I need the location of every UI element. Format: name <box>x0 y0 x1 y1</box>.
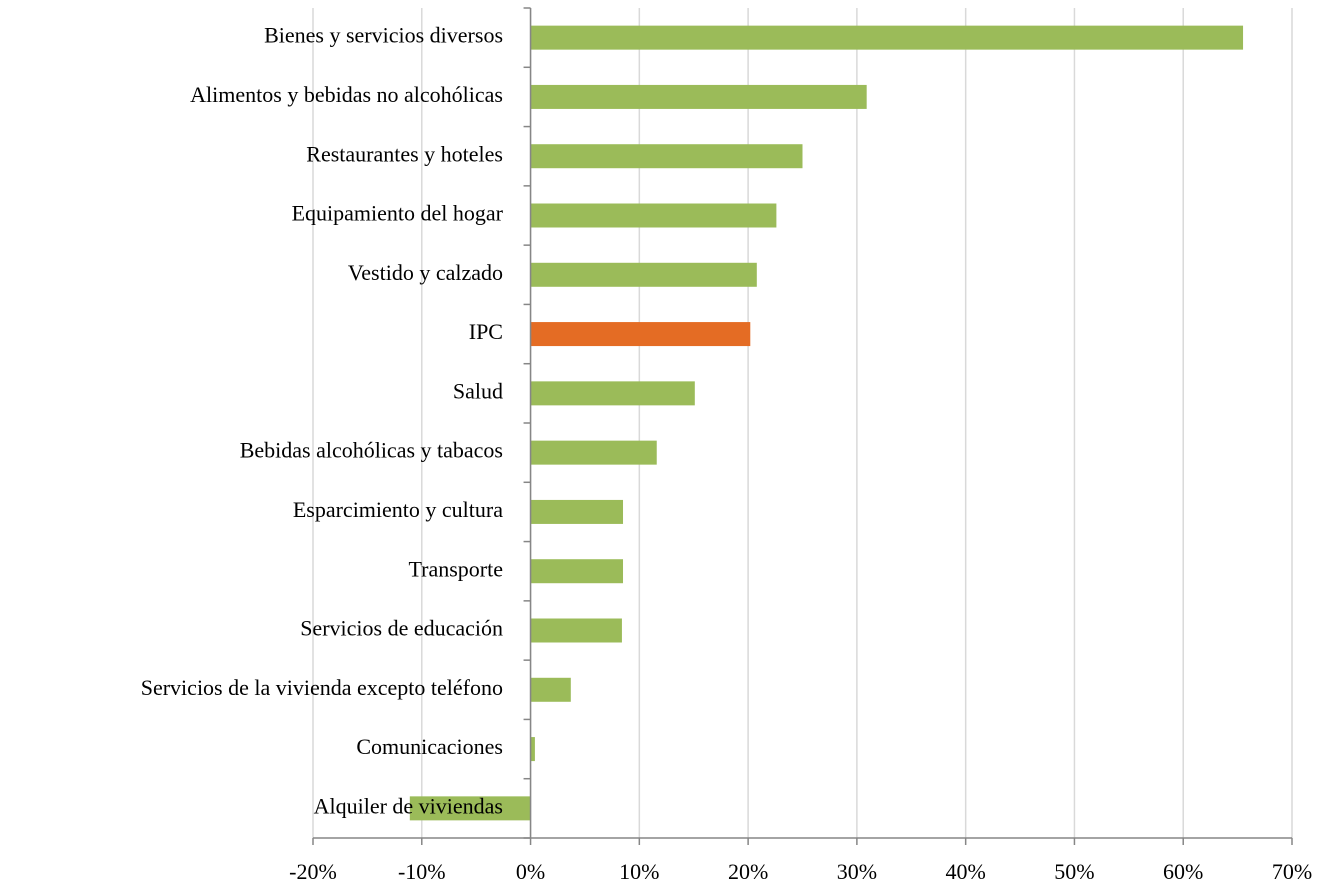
y-tick-label: Vestido y calzado <box>348 260 503 285</box>
x-tick-label: 70% <box>1272 859 1312 884</box>
y-tick-label: Alimentos y bebidas no alcohólicas <box>190 82 503 107</box>
y-tick-label: Bebidas alcohólicas y tabacos <box>240 438 503 463</box>
bar <box>530 381 695 406</box>
x-tick-label: 50% <box>1054 859 1094 884</box>
y-tick-label: Salud <box>453 378 503 403</box>
y-tick-label: IPC <box>469 319 503 344</box>
x-tick-label: 20% <box>728 859 768 884</box>
x-tick-label: -10% <box>398 859 446 884</box>
y-tick-label: Alquiler de viviendas <box>314 793 503 818</box>
x-tick-label: 30% <box>837 859 877 884</box>
bar <box>530 677 571 702</box>
y-tick-label: Servicios de la vivienda excepto teléfon… <box>141 675 503 700</box>
bar <box>530 203 777 228</box>
bar <box>530 322 751 347</box>
x-tick-label: 40% <box>946 859 986 884</box>
bar <box>530 25 1244 50</box>
bar <box>530 618 622 643</box>
x-tick-label: 0% <box>516 859 545 884</box>
bar <box>409 796 531 821</box>
y-tick-label: Esparcimiento y cultura <box>293 497 503 522</box>
bar <box>530 440 657 465</box>
x-tick-label: 60% <box>1163 859 1203 884</box>
bar <box>530 84 867 109</box>
y-tick-label: Servicios de educación <box>300 616 503 641</box>
y-tick-label: Restaurantes y hoteles <box>306 141 503 166</box>
y-tick-label: Bienes y servicios diversos <box>264 23 503 48</box>
bar <box>530 262 757 287</box>
y-tick-label: Equipamiento del hogar <box>292 201 504 226</box>
x-tick-label: -20% <box>289 859 337 884</box>
x-tick-label: 10% <box>619 859 659 884</box>
bar <box>530 737 535 762</box>
bar <box>530 559 624 584</box>
y-tick-label: Comunicaciones <box>356 734 503 759</box>
bar <box>530 144 803 169</box>
y-tick-label: Transporte <box>408 556 503 581</box>
bar <box>530 499 624 524</box>
